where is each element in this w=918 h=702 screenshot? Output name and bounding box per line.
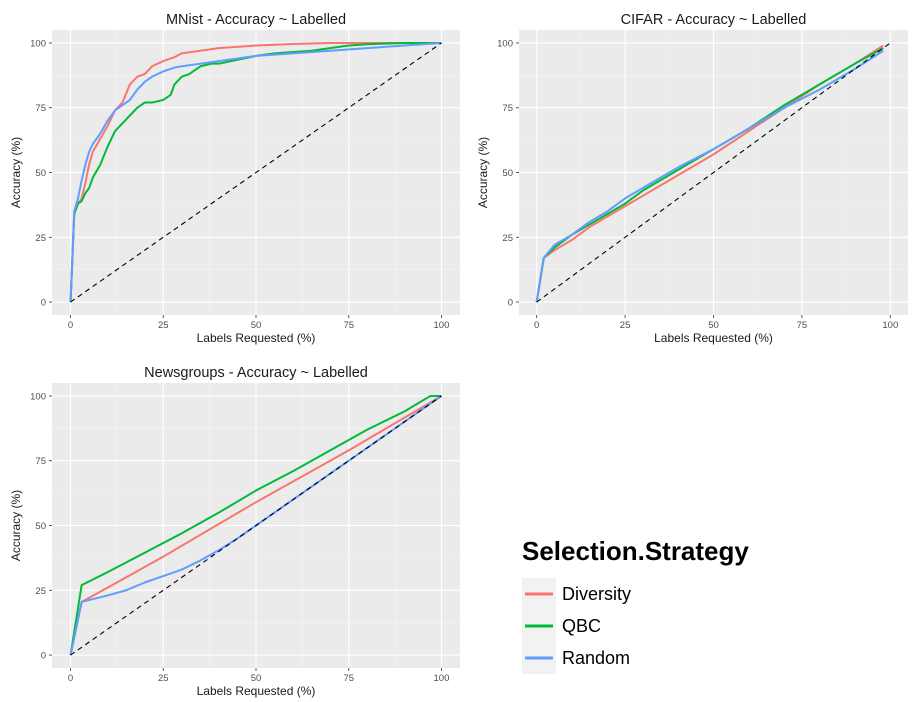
- chart-2-title: Newsgroups - Accuracy ~ Labelled: [144, 365, 368, 381]
- chart-2-diagonal-reference-line: [70, 395, 442, 656]
- chart-0-x-tick-label: 75: [343, 320, 354, 331]
- chart-2-x-tick-label: 75: [343, 673, 354, 684]
- chart-0-diagonal-reference-line: [70, 42, 442, 303]
- chart-2-y-tick-label: 75: [35, 456, 46, 467]
- chart-0-y-tick-label: 75: [35, 103, 46, 114]
- chart-1-x-tick-label: 75: [797, 320, 808, 331]
- legend-items: Diversity QBC Random: [522, 578, 631, 674]
- chart-1-series-qbc: [535, 47, 884, 303]
- chart-0-x-axis-title: Labels Requested (%): [197, 331, 316, 345]
- chart-0-x-tick-label: 100: [434, 320, 450, 331]
- chart-0-x-tick-label: 25: [158, 320, 169, 331]
- chart-0-y-tick-label: 25: [35, 233, 46, 244]
- chart-2-panel: Newsgroups - Accuracy ~ Labelled 0 25 50 75 1…: [9, 365, 460, 698]
- chart-2-y-axis-title: Accuracy (%): [9, 490, 23, 561]
- legend-label-diversity: Diversity: [562, 584, 631, 604]
- chart-2-y-tick-label: 100: [30, 391, 46, 402]
- chart-1-y-tick-label: 75: [502, 103, 513, 114]
- chart-1-series-random: [535, 49, 884, 303]
- chart-0-series-diversity: [69, 41, 442, 303]
- chart-2-y-tick-label: 50: [35, 521, 46, 532]
- chart-0-x-tick-label: 0: [68, 320, 73, 331]
- chart-1-x-tick-label: 25: [620, 320, 631, 331]
- chart-2-y-tick-label: 0: [41, 651, 46, 662]
- legend: Selection.Strategy Diversity QBC Random: [522, 536, 749, 674]
- legend-label-qbc: QBC: [562, 616, 601, 636]
- chart-2-series-qbc: [69, 394, 442, 656]
- chart-0-series-random: [69, 41, 442, 303]
- chart-0-panel: MNist - Accuracy ~ Labelled 0 25 50 75 100 0 25…: [9, 12, 460, 345]
- chart-0-y-tick-label: 50: [35, 168, 46, 179]
- chart-0-series-qbc: [69, 41, 442, 303]
- chart-2-x-tick-label: 50: [251, 673, 262, 684]
- chart-2-y-tick-label: 25: [35, 586, 46, 597]
- chart-1-y-tick-label: 25: [502, 233, 513, 244]
- legend-item-qbc: QBC: [522, 610, 601, 642]
- chart-0-title: MNist - Accuracy ~ Labelled: [166, 12, 346, 28]
- chart-0-y-tick-label: 100: [30, 38, 46, 49]
- legend-item-random: Random: [522, 642, 630, 674]
- chart-0-x-tick-label: 50: [251, 320, 262, 331]
- legend-label-random: Random: [562, 648, 630, 668]
- chart-1-y-axis-title: Accuracy (%): [476, 137, 490, 208]
- legend-item-diversity: Diversity: [522, 578, 631, 610]
- chart-1-title: CIFAR - Accuracy ~ Labelled: [621, 12, 807, 28]
- chart-1-x-tick-label: 0: [534, 320, 539, 331]
- chart-0-y-axis-title: Accuracy (%): [9, 137, 23, 208]
- chart-1-x-axis-title: Labels Requested (%): [654, 331, 773, 345]
- chart-2-series-random: [69, 395, 443, 656]
- chart-1-y-tick-label: 50: [502, 168, 513, 179]
- chart-panels: MNist - Accuracy ~ Labelled 0 25 50 75 100 0 25…: [9, 12, 908, 698]
- chart-0-y-tick-label: 0: [41, 298, 46, 309]
- chart-2-x-tick-label: 100: [434, 673, 450, 684]
- chart-1-diagonal-reference-line: [536, 42, 891, 303]
- chart-2-x-tick-label: 25: [158, 673, 169, 684]
- chart-2-x-tick-label: 0: [68, 673, 73, 684]
- chart-1-x-tick-label: 50: [708, 320, 719, 331]
- chart-1-y-tick-label: 100: [497, 38, 513, 49]
- chart-1-x-tick-label: 100: [882, 320, 898, 331]
- chart-2-x-axis-title: Labels Requested (%): [197, 684, 316, 698]
- chart-1-panel: CIFAR - Accuracy ~ Labelled 0 25 50 75 100 0 25…: [476, 12, 908, 345]
- legend-title: Selection.Strategy: [522, 536, 749, 566]
- chart-1-y-tick-label: 0: [508, 298, 513, 309]
